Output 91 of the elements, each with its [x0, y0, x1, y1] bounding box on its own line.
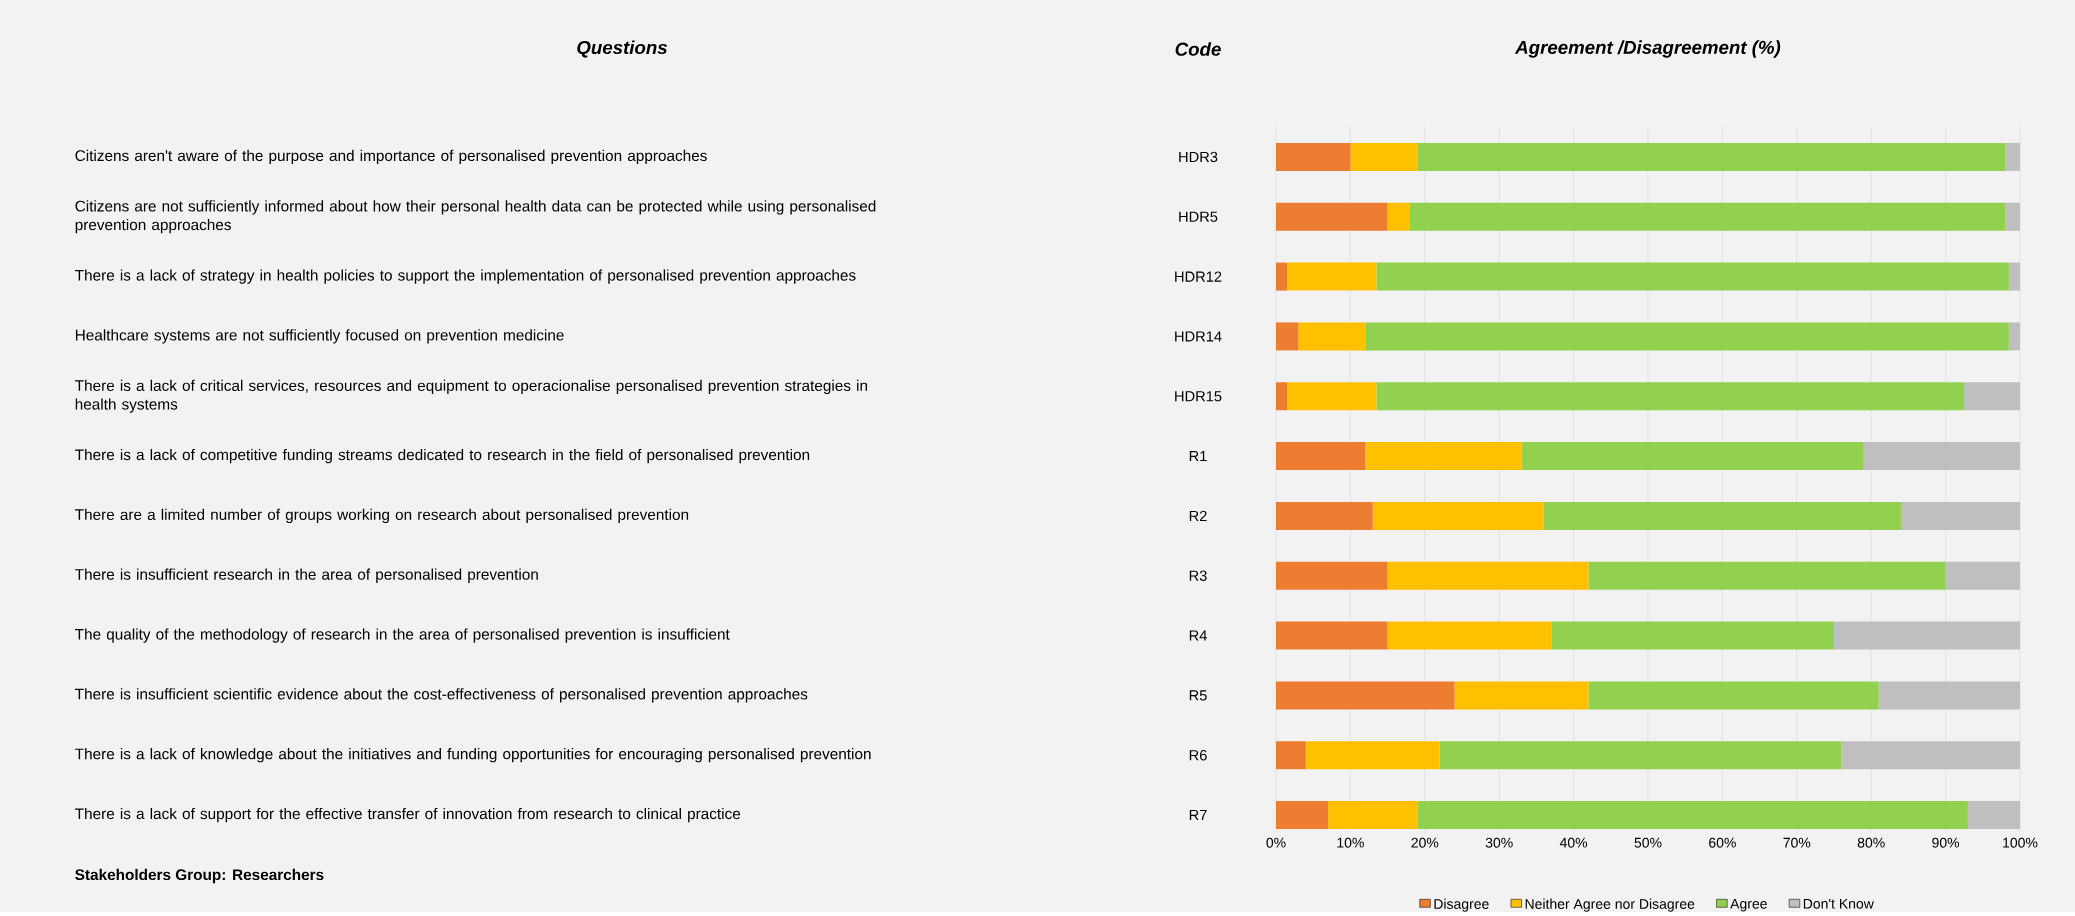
x-tick-label: 20% — [1411, 837, 1439, 848]
bar — [1521, 442, 1864, 471]
y-tick-label: R7 — [1189, 809, 1207, 821]
bar — [1588, 561, 1946, 590]
text: There is insufficient research in the area of personalised prevention — [75, 568, 538, 583]
bar — [1454, 681, 1589, 710]
text: Code — [1175, 42, 1221, 56]
bar — [1276, 442, 1366, 471]
y-tick-label: R1 — [1189, 451, 1207, 462]
y-tick-label: R5 — [1189, 690, 1207, 701]
x-tick-label: 50% — [1634, 837, 1662, 848]
x-tick-label: 30% — [1485, 837, 1513, 848]
y-tick-label: R6 — [1189, 750, 1207, 761]
bar — [1298, 322, 1366, 351]
text: There are a limited number of groups working on research about personalised prevention — [75, 508, 689, 524]
bar — [1967, 801, 2020, 830]
y-tick-label: HDR14 — [1175, 331, 1222, 342]
bar — [1376, 382, 1965, 411]
bar — [1276, 681, 1455, 710]
x-tick-label: 40% — [1559, 837, 1588, 848]
bar — [2005, 142, 2020, 171]
bar — [2005, 202, 2020, 231]
bar — [1365, 442, 1522, 471]
bar — [1417, 142, 2006, 171]
bar — [1551, 621, 1834, 650]
y-tick-label: HDR3 — [1179, 151, 1218, 163]
y-tick-label: HDR12 — [1175, 271, 1222, 282]
bar — [1276, 621, 1388, 650]
bar — [1287, 262, 1377, 291]
x-tick-label: 70% — [1783, 837, 1811, 848]
bar — [1276, 202, 1388, 231]
bar — [1878, 681, 2020, 710]
bar — [1276, 262, 1288, 291]
y-tick-label: HDR5 — [1179, 211, 1218, 222]
bar — [1841, 741, 2020, 770]
bar — [1276, 501, 1373, 530]
text: There is a lack of competitive funding streams dedicated to research in the field of personalised prevention — [75, 448, 810, 464]
bar — [1328, 801, 1418, 830]
text: There is a lack of critical services, resources and equipment to operacionalise personalised prevention strategies in health systems — [75, 379, 868, 413]
bar — [1276, 561, 1388, 590]
bar — [1350, 142, 1418, 171]
bar — [1387, 561, 1589, 590]
legend-label: Don't Know — [1803, 898, 1874, 909]
bar — [1305, 741, 1440, 770]
bar — [1417, 801, 1968, 830]
bar — [2008, 322, 2020, 351]
text: Citizens are not sufficiently informed about how their personal health data can be protected while using personalised prevention approaches — [75, 200, 876, 234]
text: There is a lack of support for the effective transfer of innovation from research to clinical practice — [75, 807, 741, 823]
bar — [1276, 142, 1351, 171]
legend-label: Neither Agree nor Disagree — [1525, 898, 1695, 912]
y-tick-label: HDR15 — [1175, 391, 1222, 402]
legend-label: Agree — [1730, 898, 1767, 912]
bar — [2008, 262, 2020, 291]
bar — [1964, 382, 2020, 411]
x-tick-label: 0% — [1266, 837, 1286, 848]
bar — [1276, 382, 1288, 411]
text: Healthcare systems are not sufficiently focused on prevention medicine — [75, 329, 564, 344]
bar — [1387, 621, 1552, 650]
bar — [1409, 202, 2006, 231]
text: Stakeholders Group: Researchers — [75, 868, 324, 884]
text: There is a lack of knowledge about the initiatives and funding opportunities for encouraging personalised prevention — [75, 748, 871, 763]
y-tick-label: R2 — [1189, 510, 1207, 521]
y-tick-label: R3 — [1189, 570, 1207, 581]
x-tick-label: 100% — [2003, 837, 2038, 848]
y-tick-label: R4 — [1189, 630, 1207, 641]
x-tick-label: 60% — [1709, 837, 1736, 848]
x-tick-label: 80% — [1857, 837, 1885, 848]
bar — [1376, 262, 2009, 291]
bar — [1900, 501, 2020, 530]
x-tick-label: 10% — [1337, 837, 1364, 848]
text: The quality of the methodology of research in the area of personalised prevention is insufficient — [75, 628, 730, 643]
x-tick-label: 90% — [1932, 837, 1960, 848]
text: There is insufficient scientific evidence about the cost-effectiveness of personalised prevention approaches — [75, 688, 808, 703]
bar — [1439, 741, 1842, 770]
bar — [1588, 681, 1879, 710]
bar — [1276, 322, 1299, 351]
bar — [1287, 382, 1377, 411]
bar — [1834, 621, 2020, 650]
bar — [1543, 501, 1901, 530]
text: Questions — [577, 40, 668, 58]
bar — [1372, 501, 1544, 530]
bar — [1387, 202, 1410, 231]
bar — [1945, 561, 2020, 590]
bar — [1365, 322, 2009, 351]
chart-title: Agreement /Disagreement (%) — [1514, 40, 1781, 58]
bar — [1276, 801, 1329, 830]
text: There is a lack of strategy in health policies to support the implementation of personalised prevention approaches — [75, 269, 856, 284]
bar — [1863, 442, 2020, 471]
text: Citizens aren't aware of the purpose and importance of personalised prevention approaches — [75, 149, 707, 165]
legend-label: Disagree — [1434, 898, 1489, 912]
bar — [1276, 741, 1306, 770]
